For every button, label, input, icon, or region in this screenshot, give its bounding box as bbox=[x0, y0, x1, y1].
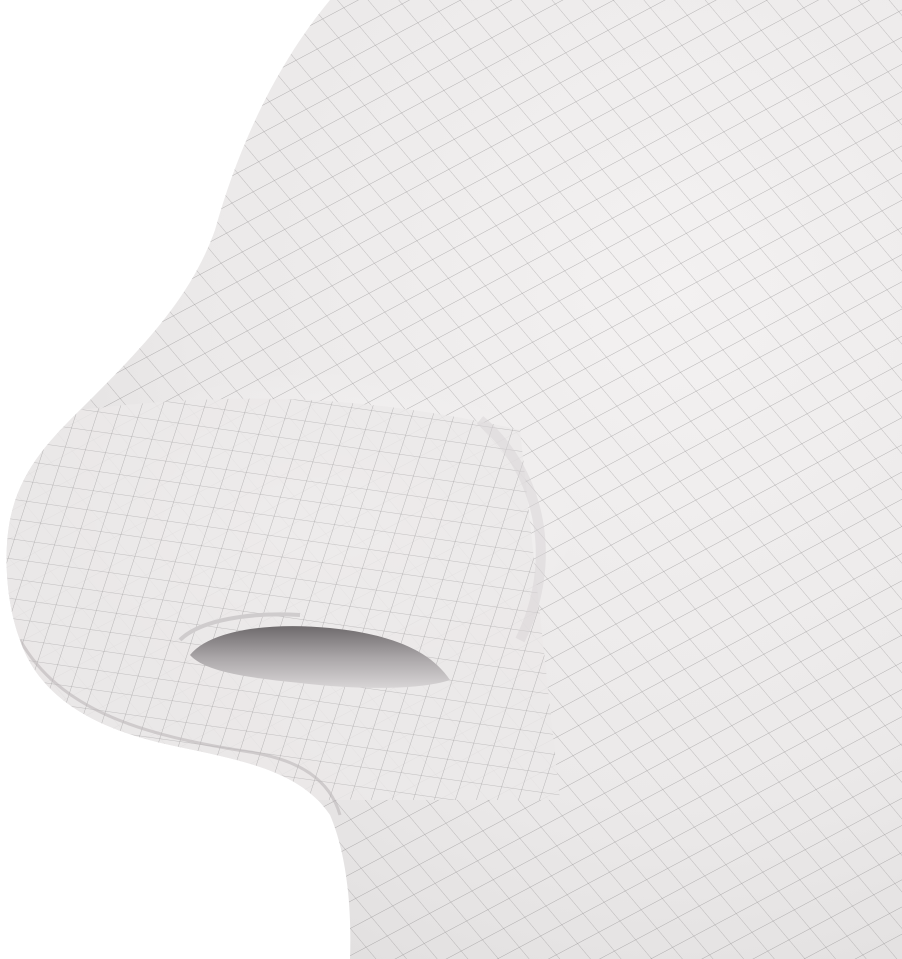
nostril bbox=[190, 626, 450, 688]
